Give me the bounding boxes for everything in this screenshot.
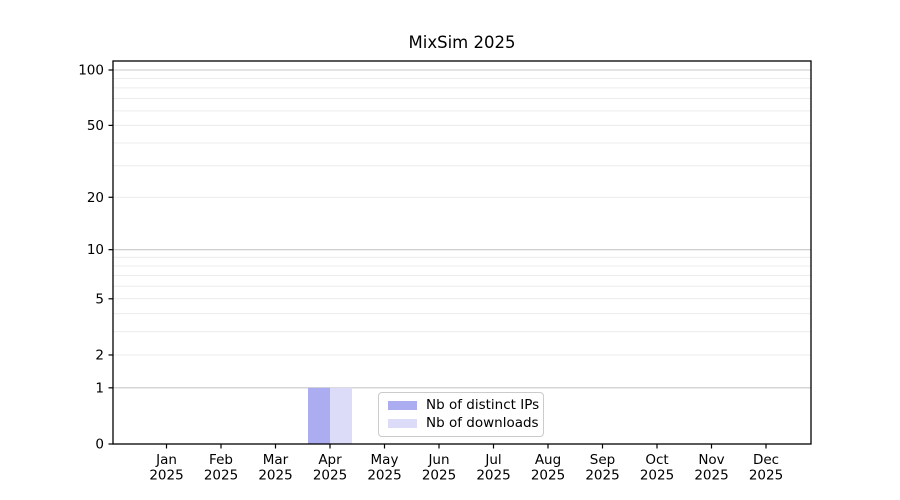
x-tick-label: Mar 2025 bbox=[258, 452, 292, 484]
x-tick-label: Jul 2025 bbox=[476, 452, 510, 484]
x-tick-label: Dec 2025 bbox=[749, 452, 783, 484]
y-tick-label: 0 bbox=[95, 437, 104, 453]
x-tick-label: Jan 2025 bbox=[149, 452, 183, 484]
legend-item-distinct-ips: Nb of distinct IPs bbox=[388, 398, 539, 413]
x-tick-label: May 2025 bbox=[367, 452, 401, 484]
x-tick-label: Sep 2025 bbox=[585, 452, 619, 484]
legend-item-downloads: Nb of downloads bbox=[388, 416, 539, 431]
y-tick-label: 20 bbox=[87, 190, 104, 206]
y-tick-label: 50 bbox=[87, 118, 104, 134]
x-tick-label: Apr 2025 bbox=[313, 452, 347, 484]
legend-swatch-distinct-ips bbox=[388, 400, 417, 410]
legend-label-downloads: Nb of downloads bbox=[426, 415, 539, 431]
y-tick-label: 100 bbox=[78, 62, 104, 78]
y-tick-label: 1 bbox=[95, 380, 104, 396]
x-tick-label: Nov 2025 bbox=[694, 452, 728, 484]
y-tick-label: 2 bbox=[95, 347, 104, 363]
chart-title: MixSim 2025 bbox=[408, 33, 516, 52]
x-tick-label: Aug 2025 bbox=[531, 452, 565, 484]
y-tick-label: 5 bbox=[95, 291, 104, 307]
legend-swatch-downloads bbox=[388, 419, 417, 429]
legend: Nb of distinct IPs Nb of downloads bbox=[378, 392, 544, 437]
bar-distinct-ips-apr bbox=[308, 387, 330, 444]
x-tick-label: Jun 2025 bbox=[422, 452, 456, 484]
x-tick-label: Feb 2025 bbox=[204, 452, 238, 484]
y-tick-label: 10 bbox=[87, 242, 104, 258]
plot-frame bbox=[112, 60, 812, 445]
x-tick-label: Oct 2025 bbox=[640, 452, 674, 484]
legend-label-distinct-ips: Nb of distinct IPs bbox=[426, 396, 540, 413]
bar-downloads-apr bbox=[330, 387, 352, 444]
